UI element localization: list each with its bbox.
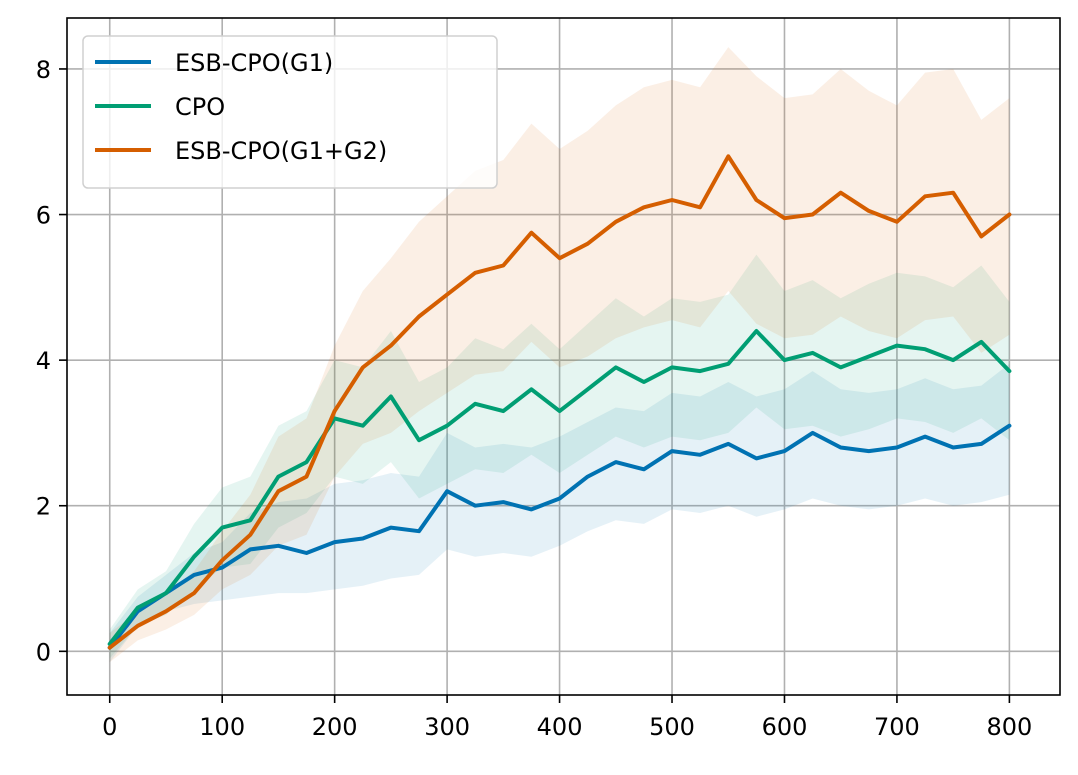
- legend-label: ESB-CPO(G1): [175, 49, 333, 77]
- x-tick-label: 300: [424, 713, 470, 741]
- x-tick-label: 700: [874, 713, 920, 741]
- axis-ticks: 0 100 200 300 400 500 600 700 800 0 2 4 6 8: [36, 56, 1033, 741]
- band-esb-cpo-g1-g2: [109, 47, 1010, 663]
- x-tick-label: 200: [312, 713, 358, 741]
- x-tick-label: 600: [762, 713, 808, 741]
- x-tick-label: 100: [199, 713, 245, 741]
- band-cpo: [109, 254, 1010, 659]
- x-tick-label: 0: [102, 713, 117, 741]
- series-line-cpo: [107, 329, 1012, 646]
- x-tick-label: 400: [537, 713, 583, 741]
- series-lines: [107, 154, 1012, 650]
- x-tick-label: 500: [649, 713, 695, 741]
- series-line-esb-cpo-g1-g2: [107, 154, 1012, 650]
- y-tick-label: 4: [36, 347, 51, 375]
- y-tick-label: 8: [36, 56, 51, 84]
- x-tick-label: 800: [986, 713, 1032, 741]
- y-tick-label: 6: [36, 202, 51, 230]
- band-esb-cpo-g1: [109, 363, 1010, 663]
- legend-label: ESB-CPO(G1+G2): [175, 137, 387, 165]
- series-line-esb-cpo-g1: [107, 423, 1012, 650]
- grid: [67, 18, 1060, 695]
- legend-label: CPO: [175, 93, 225, 121]
- y-tick-label: 0: [36, 638, 51, 666]
- legend-box: [82, 35, 498, 189]
- plot-area-frame: [66, 17, 1061, 696]
- confidence-bands: [109, 47, 1010, 663]
- legend: ESB-CPO(G1) CPO ESB-CPO(G1+G2): [82, 35, 498, 189]
- y-tick-label: 2: [36, 493, 51, 521]
